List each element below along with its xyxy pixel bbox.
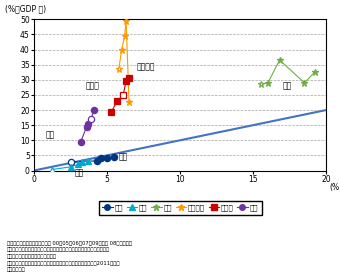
Text: 日本: 日本 bbox=[119, 152, 128, 161]
Text: ドイツ: ドイツ bbox=[85, 82, 99, 91]
Text: 韓国: 韓国 bbox=[75, 168, 84, 177]
Legend: 日本, 韓国, 英国, フランス, ドイツ, 米国: 日本, 韓国, 英国, フランス, ドイツ, 米国 bbox=[99, 201, 262, 215]
Text: (%): (%) bbox=[329, 183, 340, 192]
Text: (%：GDP 比): (%：GDP 比) bbox=[5, 4, 46, 13]
Text: フランス: フランス bbox=[136, 62, 155, 71]
Text: 米国: 米国 bbox=[46, 130, 55, 139]
Text: 備考：上記は、各国の絶対額を 00、05、06、07、09（又は 08）暦年と右
　　上にかけてプロットさせたもの。またサービス業は、製造業、農業、
　　鉱業以: 備考：上記は、各国の絶対額を 00、05、06、07、09（又は 08）暦年と右… bbox=[7, 241, 132, 272]
Text: 英国: 英国 bbox=[283, 82, 292, 91]
